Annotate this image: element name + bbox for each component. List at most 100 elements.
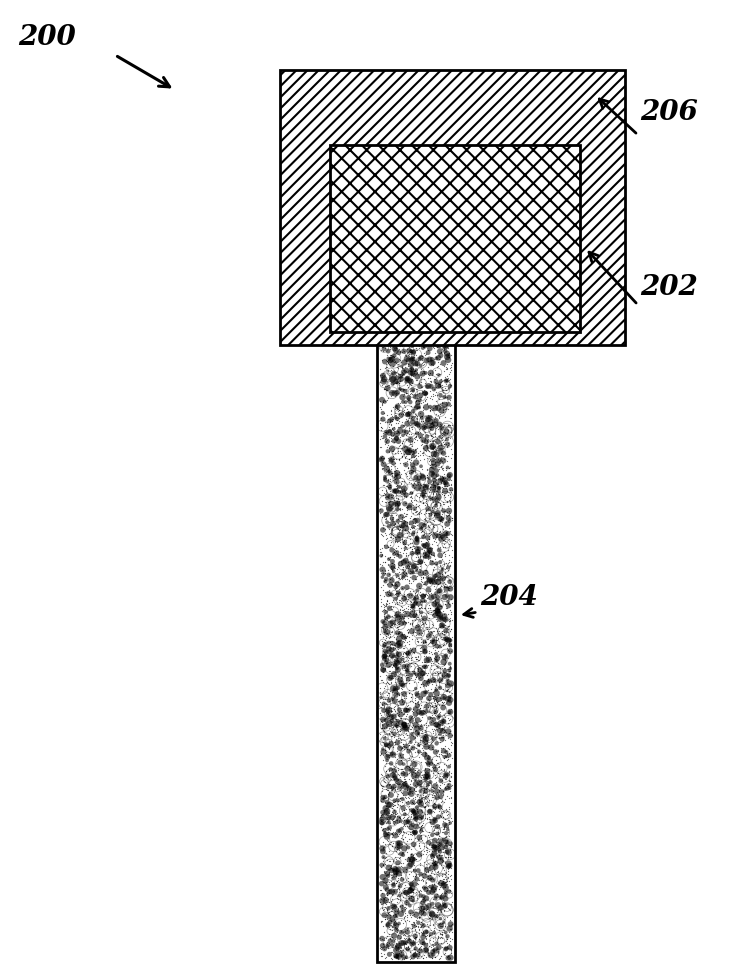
Point	[413, 792, 425, 808]
Point	[429, 689, 441, 704]
Point	[393, 810, 405, 826]
Point	[379, 354, 391, 369]
Point	[423, 644, 435, 659]
Point	[410, 488, 421, 503]
Point	[392, 513, 404, 529]
Point	[403, 743, 415, 759]
Point	[433, 748, 445, 764]
Point	[378, 624, 390, 640]
Point	[377, 368, 389, 384]
Point	[407, 599, 418, 615]
Point	[385, 787, 397, 803]
Point	[409, 922, 421, 938]
Point	[397, 535, 409, 551]
Point	[385, 917, 397, 933]
Point	[419, 810, 431, 826]
Point	[386, 575, 398, 591]
Point	[399, 927, 411, 943]
Point	[417, 588, 429, 604]
Point	[411, 506, 423, 522]
Point	[436, 420, 447, 436]
Point	[420, 658, 432, 673]
Point	[395, 823, 407, 838]
Point	[411, 686, 423, 701]
Point	[433, 720, 445, 736]
Point	[383, 464, 395, 480]
Point	[423, 378, 435, 394]
Point	[419, 806, 431, 822]
Point	[442, 724, 454, 740]
Point	[435, 692, 447, 707]
Point	[375, 503, 387, 519]
Point	[378, 834, 390, 850]
Point	[444, 841, 456, 857]
Point	[419, 675, 431, 691]
Point	[436, 401, 448, 416]
Point	[420, 586, 432, 602]
Point	[430, 486, 442, 501]
Point	[442, 813, 454, 828]
Point	[420, 924, 432, 940]
Point	[425, 655, 437, 670]
Point	[407, 862, 418, 877]
Point	[406, 851, 418, 867]
Point	[413, 900, 424, 915]
Point	[427, 519, 439, 534]
Point	[389, 616, 401, 632]
Point	[386, 870, 398, 885]
Point	[437, 470, 449, 486]
Point	[398, 691, 410, 706]
Point	[438, 496, 450, 512]
Point	[429, 478, 441, 493]
Point	[381, 936, 393, 952]
Point	[442, 542, 454, 558]
Point	[395, 595, 407, 611]
Point	[420, 771, 432, 786]
Point	[382, 354, 394, 369]
Point	[379, 795, 391, 811]
Point	[418, 432, 430, 447]
Point	[397, 706, 409, 722]
Point	[387, 472, 399, 488]
Point	[416, 350, 427, 365]
Point	[426, 788, 438, 804]
Point	[412, 697, 424, 712]
Point	[391, 922, 403, 938]
Point	[381, 507, 393, 523]
Point	[402, 715, 414, 731]
Point	[426, 476, 438, 491]
Point	[402, 870, 414, 885]
Point	[378, 720, 390, 736]
Point	[393, 403, 405, 418]
Point	[442, 650, 454, 665]
Point	[429, 703, 441, 719]
Point	[440, 933, 452, 949]
Point	[434, 780, 446, 795]
Point	[395, 593, 407, 609]
Point	[444, 848, 456, 864]
Point	[433, 847, 444, 863]
Point	[381, 461, 393, 477]
Point	[434, 406, 446, 422]
Point	[425, 573, 437, 589]
Point	[405, 642, 417, 658]
Point	[416, 410, 427, 426]
Point	[444, 613, 456, 628]
Point	[421, 900, 433, 915]
Point	[406, 936, 418, 952]
Point	[377, 333, 389, 349]
Point	[408, 365, 420, 381]
Point	[417, 815, 429, 830]
Point	[436, 617, 448, 633]
Point	[421, 328, 433, 344]
Point	[408, 665, 420, 681]
Point	[390, 913, 401, 929]
Point	[375, 419, 387, 435]
Point	[398, 456, 410, 472]
Point	[410, 812, 422, 828]
Point	[410, 590, 422, 606]
Point	[436, 461, 447, 477]
Point	[438, 825, 450, 840]
Point	[440, 560, 452, 575]
Point	[439, 608, 450, 623]
